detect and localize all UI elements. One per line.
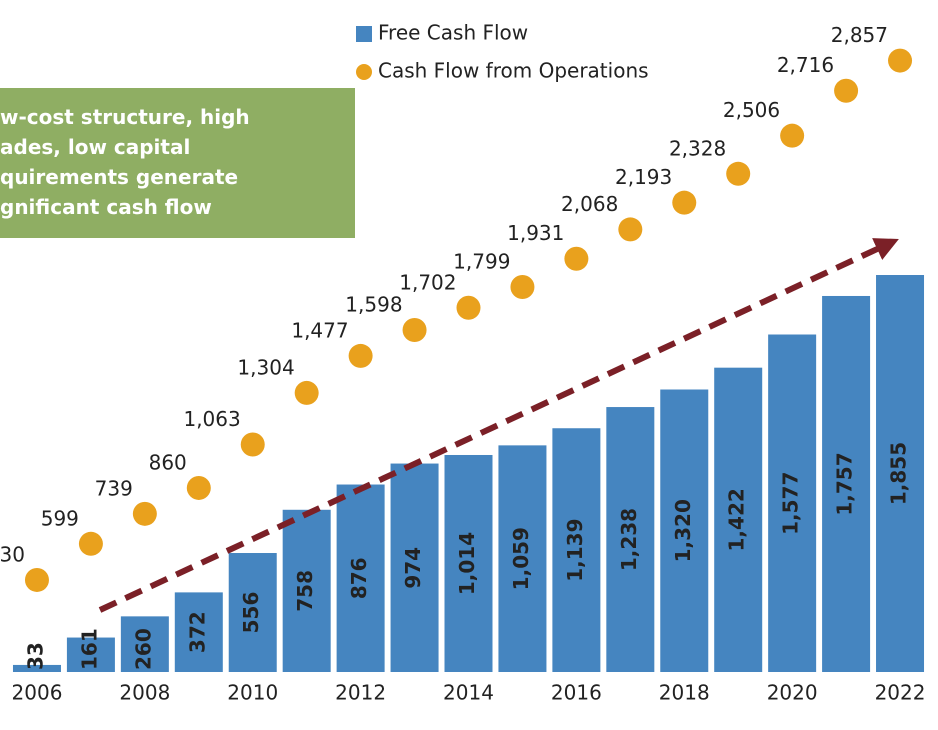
dot xyxy=(402,318,427,343)
x-tick-label: 2020 xyxy=(767,681,818,705)
annotation-line: ades, low capital xyxy=(0,135,190,159)
bar xyxy=(228,553,277,672)
data-label: 1,320 xyxy=(671,499,695,562)
bar xyxy=(498,445,547,672)
bar xyxy=(120,616,169,672)
bar xyxy=(444,454,493,672)
annotation-box xyxy=(0,88,355,238)
legend-label: Free Cash Flow xyxy=(378,21,528,45)
dot xyxy=(834,78,859,103)
plot: 2006 2008 2010 2012 2014 2016 2018 2020 2022 33 16… xyxy=(0,23,925,704)
data-label: 2,328 xyxy=(669,136,726,160)
data-label: 1,304 xyxy=(237,355,294,379)
data-label: 161 xyxy=(77,628,101,670)
bar xyxy=(606,407,655,672)
data-label: 2,193 xyxy=(615,165,672,189)
bar xyxy=(768,334,817,672)
bar xyxy=(876,275,925,672)
bar xyxy=(660,389,709,672)
data-label: 372 xyxy=(185,611,209,653)
data-label: 1,702 xyxy=(399,270,456,294)
legend-swatch xyxy=(356,64,372,80)
bar xyxy=(174,592,223,672)
dot xyxy=(510,274,535,299)
bar xyxy=(552,428,601,672)
data-label: 556 xyxy=(239,592,263,634)
x-tick-label: 2006 xyxy=(12,681,63,705)
dot xyxy=(456,295,481,320)
data-label: 1,238 xyxy=(617,508,641,571)
x-tick-label: 2016 xyxy=(551,681,602,705)
data-label: 1,139 xyxy=(563,518,587,581)
x-tick-label: 2008 xyxy=(119,681,170,705)
data-label: 1,477 xyxy=(291,318,348,342)
data-label: 1,063 xyxy=(183,407,240,431)
data-label: 260 xyxy=(131,628,155,670)
data-label: 1,598 xyxy=(345,293,402,317)
dot xyxy=(618,217,643,242)
data-label: 1,855 xyxy=(887,442,911,505)
data-label: 2,857 xyxy=(831,23,888,47)
data-label: 33 xyxy=(23,642,47,670)
data-label: 974 xyxy=(401,547,425,589)
data-label: 860 xyxy=(149,450,187,474)
dot xyxy=(672,190,697,215)
annotation-line: w-cost structure, high xyxy=(0,105,250,129)
x-tick-label: 2010 xyxy=(227,681,278,705)
data-label: 2,506 xyxy=(723,98,780,122)
dot xyxy=(726,161,751,186)
legend-swatch xyxy=(356,26,372,42)
annotation: w-cost structure, high ades, low capital q… xyxy=(0,105,250,219)
data-label: 2,068 xyxy=(561,192,618,216)
data-label: 739 xyxy=(95,476,133,500)
bar xyxy=(66,637,115,672)
data-label: 1,014 xyxy=(455,532,479,595)
dot xyxy=(564,246,589,271)
bar xyxy=(714,367,763,672)
dot xyxy=(780,123,805,148)
x-tick-label: 2012 xyxy=(335,681,386,705)
annotation-line: gnificant cash flow xyxy=(0,195,212,219)
data-label: 758 xyxy=(293,570,317,612)
bar xyxy=(390,463,439,672)
data-label: 1,931 xyxy=(507,221,564,245)
data-label: 1,059 xyxy=(509,527,533,590)
data-label: 599 xyxy=(41,506,79,530)
legend: Free Cash Flow Cash Flow from Operations xyxy=(356,21,649,83)
dot xyxy=(888,48,913,73)
dot xyxy=(294,380,319,405)
bar xyxy=(12,664,61,672)
dot xyxy=(186,475,211,500)
trend-arrow xyxy=(98,238,899,613)
annotation-line: quirements generate xyxy=(0,165,238,189)
bar xyxy=(282,509,331,672)
dot xyxy=(24,567,49,592)
data-label: 2,716 xyxy=(777,53,834,77)
x-tick-label: 2018 xyxy=(659,681,710,705)
dot xyxy=(348,343,373,368)
data-label: 876 xyxy=(347,557,371,599)
data-label: 1,757 xyxy=(833,452,857,515)
data-label: 1,799 xyxy=(453,249,510,273)
dot xyxy=(78,531,103,556)
data-label: 430 xyxy=(0,542,25,566)
bar xyxy=(822,295,871,672)
dot xyxy=(132,501,157,526)
bar xyxy=(336,484,385,672)
dot xyxy=(240,432,265,457)
x-tick-label: 2014 xyxy=(443,681,494,705)
legend-label: Cash Flow from Operations xyxy=(378,59,649,83)
data-label: 1,577 xyxy=(779,472,803,535)
x-tick-label: 2022 xyxy=(875,681,926,705)
data-label: 1,422 xyxy=(725,488,749,551)
